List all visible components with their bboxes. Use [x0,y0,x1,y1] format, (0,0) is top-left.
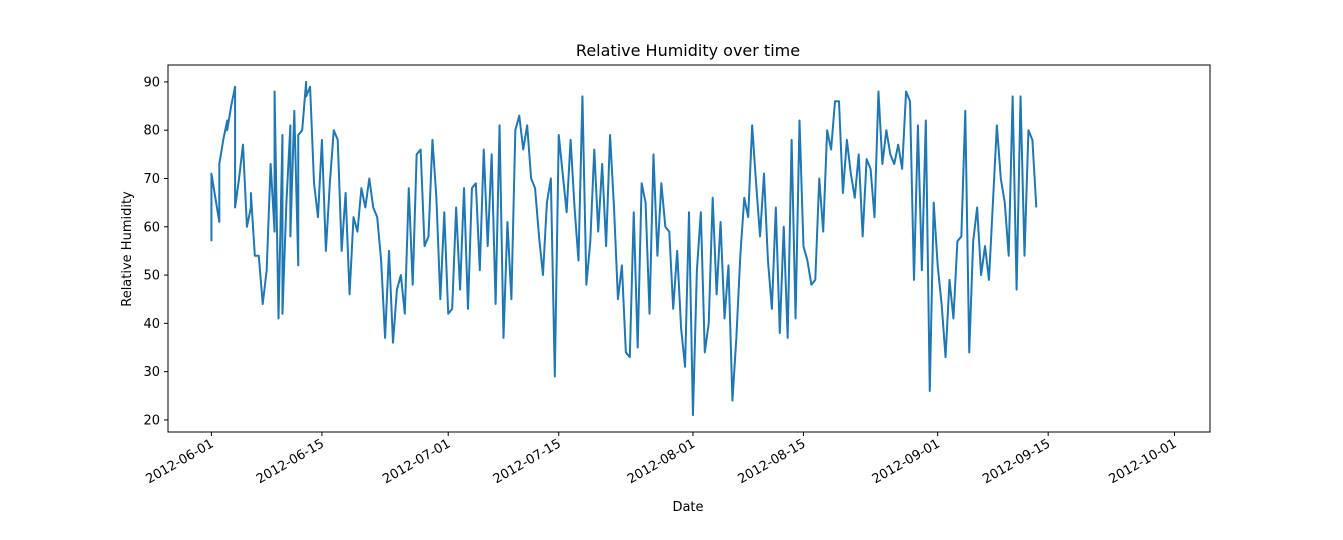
x-axis-label: Date [672,500,703,515]
axes-frame [167,64,1211,433]
y-tick-label: 60 [143,220,160,235]
chart-title: Relative Humidity over time [576,41,800,60]
y-tick-label: 40 [143,317,160,332]
y-tick-label: 30 [143,365,160,380]
y-tick-label: 50 [143,269,160,284]
humidity-series-line [210,80,1038,417]
y-axis-label: Relative Humidity [120,191,135,307]
plot-area [210,80,1038,417]
y-tick-label: 90 [143,75,160,90]
y-tick-label: 80 [143,124,160,139]
y-tick-label: 70 [143,172,160,187]
y-axis: 20 30 40 50 60 70 80 90 [143,75,168,428]
y-tick-label: 20 [143,413,160,428]
